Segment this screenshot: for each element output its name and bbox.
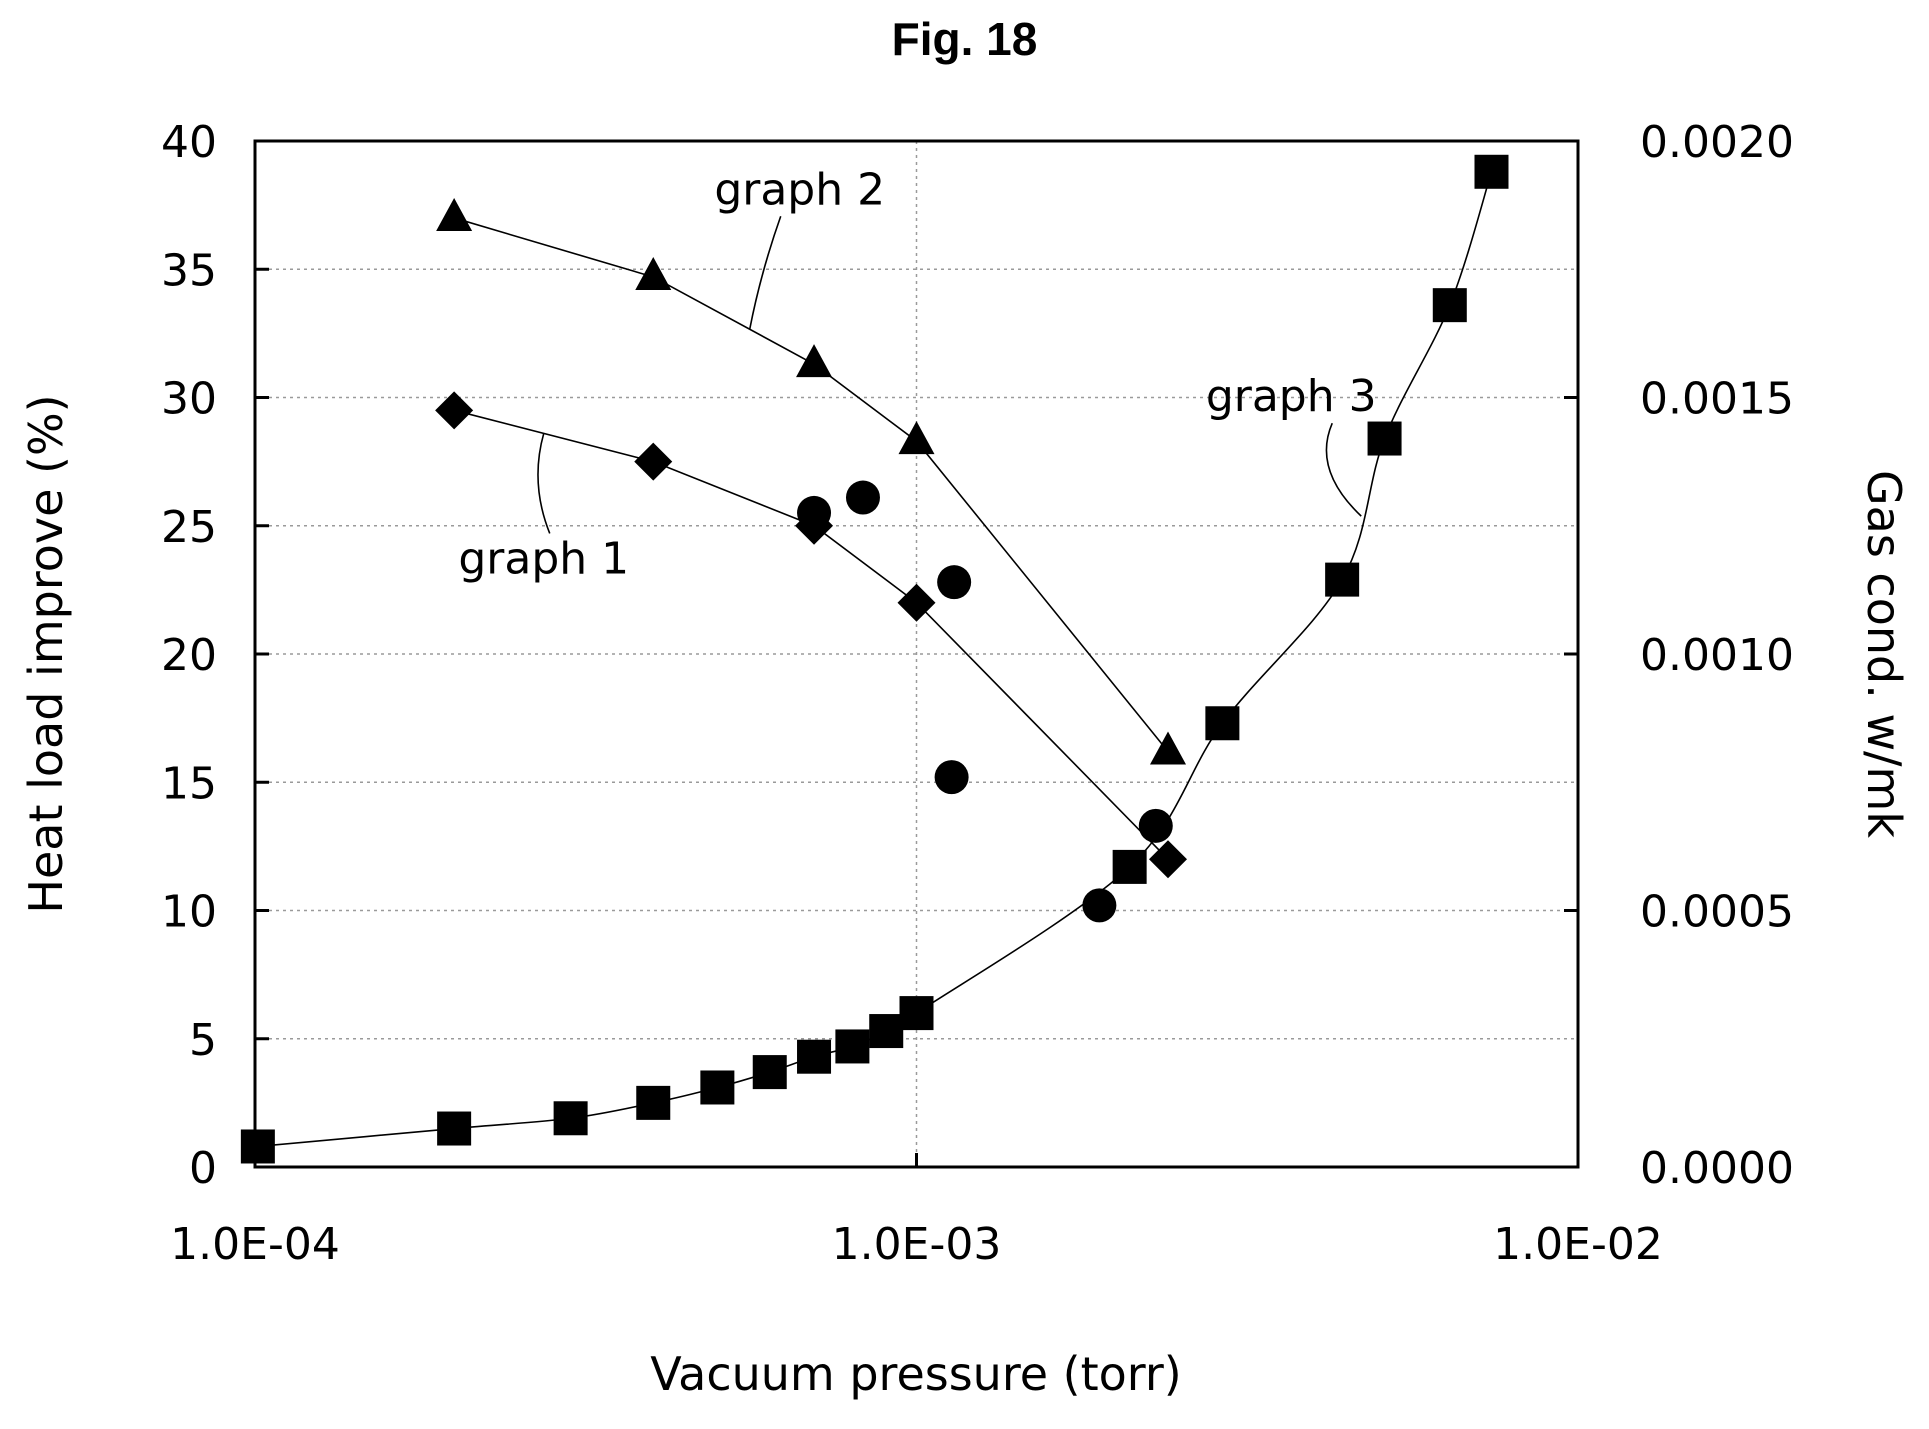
annotation-label: graph 1 — [458, 533, 629, 584]
series-line — [257, 171, 1493, 1148]
y-tick-label: 10 — [161, 887, 217, 938]
y2-axis-label: Gas cond. w/mk — [1857, 470, 1911, 838]
square-marker — [1325, 562, 1360, 597]
annotation-leader — [748, 216, 782, 330]
triangle-marker — [898, 421, 935, 455]
square-marker — [1474, 154, 1509, 189]
triangle-marker — [635, 256, 672, 290]
series-line — [453, 409, 1169, 860]
x-tick-label: 1.0E-04 — [170, 1219, 340, 1270]
grid-lines — [255, 141, 1578, 1167]
series-lines — [257, 171, 1493, 1148]
circle-marker — [937, 565, 972, 600]
circle-marker — [934, 760, 969, 795]
y2-tick-label: 0.0000 — [1640, 1143, 1794, 1194]
y-tick-label: 15 — [161, 758, 217, 809]
circle-marker — [845, 480, 880, 515]
y-tick-label: 20 — [161, 630, 217, 681]
triangle-marker — [1150, 731, 1187, 765]
annotation-leader — [1325, 422, 1362, 517]
series-markers — [240, 154, 1509, 1164]
annotation-leader — [537, 433, 551, 534]
y-tick-label: 30 — [161, 374, 217, 425]
y-tick-label: 5 — [189, 1015, 217, 1066]
square-marker — [869, 1014, 904, 1049]
circle-marker — [797, 495, 832, 530]
circle-marker — [1138, 808, 1173, 843]
diamond-marker — [1149, 840, 1188, 879]
annotation-label: graph 2 — [714, 164, 885, 215]
figure-title: Fig. 18 — [891, 13, 1038, 65]
square-marker — [437, 1111, 472, 1146]
square-marker — [1432, 288, 1467, 323]
square-marker — [1367, 421, 1402, 456]
x-tick-label: 1.0E-03 — [832, 1219, 1002, 1270]
x-tick-label: 1.0E-02 — [1493, 1219, 1663, 1270]
y2-tick-label: 0.0015 — [1640, 374, 1794, 425]
y-tick-label: 0 — [189, 1143, 217, 1194]
square-marker — [1112, 849, 1147, 884]
y2-tick-label: 0.0010 — [1640, 630, 1794, 681]
square-marker — [797, 1039, 832, 1074]
circle-marker — [1082, 888, 1117, 923]
annotation-label: graph 3 — [1206, 371, 1377, 422]
diamond-marker — [435, 391, 474, 430]
x-axis-label: Vacuum pressure (torr) — [650, 1347, 1182, 1401]
y-tick-label: 25 — [161, 502, 217, 553]
square-marker — [636, 1085, 671, 1120]
diamond-marker — [634, 442, 673, 481]
y2-tick-label: 0.0020 — [1640, 117, 1794, 168]
y-tick-label: 35 — [161, 245, 217, 296]
y-axis-label: Heat load improve (%) — [19, 394, 73, 913]
diamond-marker — [897, 583, 936, 622]
series-line — [453, 217, 1169, 752]
square-marker — [553, 1101, 588, 1136]
square-marker — [835, 1029, 870, 1064]
y-tick-label: 40 — [161, 117, 217, 168]
square-marker — [899, 996, 934, 1031]
square-marker — [700, 1070, 735, 1105]
triangle-marker — [436, 197, 473, 231]
axis-ticks: 0 5 10 15 20 25 30 35 40 0.0000 0.0005 0.0010 0.0015… — [161, 117, 1794, 1270]
triangle-marker — [796, 344, 833, 378]
square-marker — [240, 1129, 275, 1164]
series-annotations: graph 1 graph 2 graph 3 — [458, 164, 1376, 584]
square-marker — [1205, 706, 1240, 741]
square-marker — [752, 1055, 787, 1090]
y2-tick-label: 0.0005 — [1640, 887, 1794, 938]
